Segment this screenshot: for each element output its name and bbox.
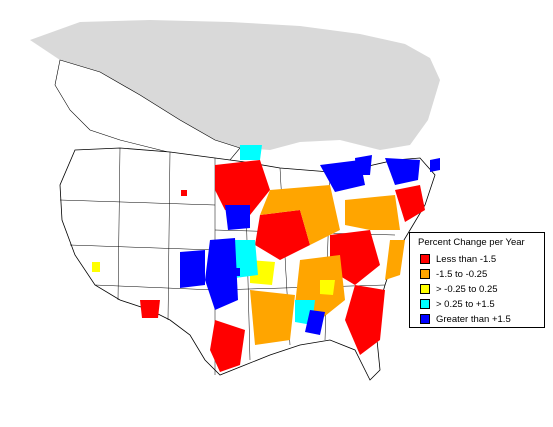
legend-label: > -0.25 to 0.25: [436, 283, 498, 295]
legend-item-less-than-neg-1-5: Less than -1.5: [420, 253, 496, 265]
legend-label: -1.5 to -0.25: [436, 268, 488, 280]
legend-swatch-cyan: [420, 299, 430, 309]
northern-no-data-region: [30, 20, 440, 150]
legend-swatch-yellow: [420, 284, 430, 294]
legend-label: Greater than +1.5: [436, 313, 511, 325]
legend-item-neg-0-25-to-0-25: > -0.25 to 0.25: [420, 283, 498, 295]
trend-patches: [92, 145, 440, 372]
legend-label: Less than -1.5: [436, 253, 497, 265]
legend-swatch-blue: [420, 314, 430, 324]
legend-title: Percent Change per Year: [418, 237, 525, 248]
legend-item-greater-than-1-5: Greater than +1.5: [420, 313, 511, 325]
legend-item-neg-1-5-to-neg-0-25: -1.5 to -0.25: [420, 268, 487, 280]
legend-swatch-orange: [420, 269, 430, 279]
map-legend: Percent Change per Year Less than -1.5 -…: [409, 232, 545, 328]
legend-label: > 0.25 to +1.5: [436, 298, 495, 310]
legend-swatch-red: [420, 254, 430, 264]
legend-item-0-25-to-1-5: > 0.25 to +1.5: [420, 298, 495, 310]
